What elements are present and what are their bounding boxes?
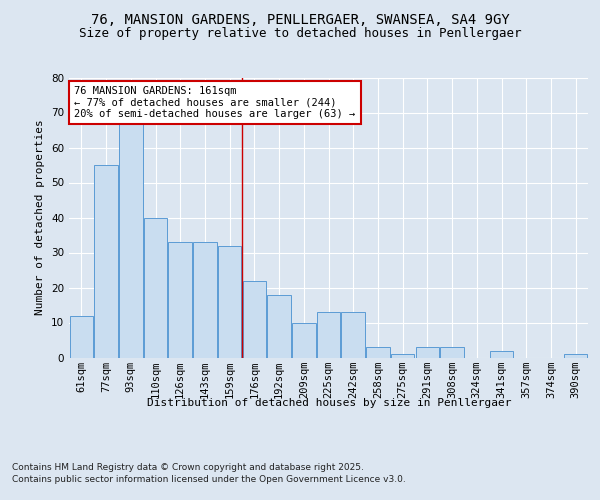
Bar <box>440 347 464 358</box>
Text: 76, MANSION GARDENS, PENLLERGAER, SWANSEA, SA4 9GY: 76, MANSION GARDENS, PENLLERGAER, SWANSE… <box>91 12 509 26</box>
Bar <box>193 242 217 358</box>
Bar <box>144 218 167 358</box>
Bar <box>242 280 266 357</box>
Text: Distribution of detached houses by size in Penllergaer: Distribution of detached houses by size … <box>146 398 511 407</box>
Bar <box>94 165 118 358</box>
Bar <box>317 312 340 358</box>
Text: Contains public sector information licensed under the Open Government Licence v3: Contains public sector information licen… <box>12 475 406 484</box>
Bar <box>268 294 291 358</box>
Bar <box>391 354 415 358</box>
Text: Size of property relative to detached houses in Penllergaer: Size of property relative to detached ho… <box>79 28 521 40</box>
Bar <box>70 316 93 358</box>
Text: 76 MANSION GARDENS: 161sqm
← 77% of detached houses are smaller (244)
20% of sem: 76 MANSION GARDENS: 161sqm ← 77% of deta… <box>74 86 355 119</box>
Text: Contains HM Land Registry data © Crown copyright and database right 2025.: Contains HM Land Registry data © Crown c… <box>12 462 364 471</box>
Bar <box>119 109 143 358</box>
Bar <box>169 242 192 358</box>
Bar <box>564 354 587 358</box>
Bar <box>218 246 241 358</box>
Y-axis label: Number of detached properties: Number of detached properties <box>35 120 46 316</box>
Bar <box>341 312 365 358</box>
Bar <box>490 350 513 358</box>
Bar <box>366 347 389 358</box>
Bar <box>292 322 316 358</box>
Bar <box>416 347 439 358</box>
